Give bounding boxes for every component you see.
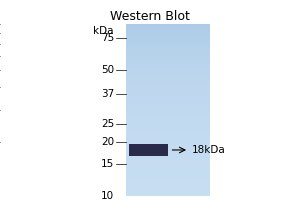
Text: 37: 37 xyxy=(101,89,114,99)
Text: 18kDa: 18kDa xyxy=(192,145,226,155)
Text: 10: 10 xyxy=(101,191,114,200)
Text: 50: 50 xyxy=(101,65,114,75)
Text: kDa: kDa xyxy=(94,26,114,36)
Bar xyxy=(129,144,168,156)
Text: 25: 25 xyxy=(101,119,114,129)
Text: 20: 20 xyxy=(101,137,114,147)
Title: Western Blot: Western Blot xyxy=(110,10,190,23)
Text: 15: 15 xyxy=(101,159,114,169)
Text: 75: 75 xyxy=(101,33,114,43)
